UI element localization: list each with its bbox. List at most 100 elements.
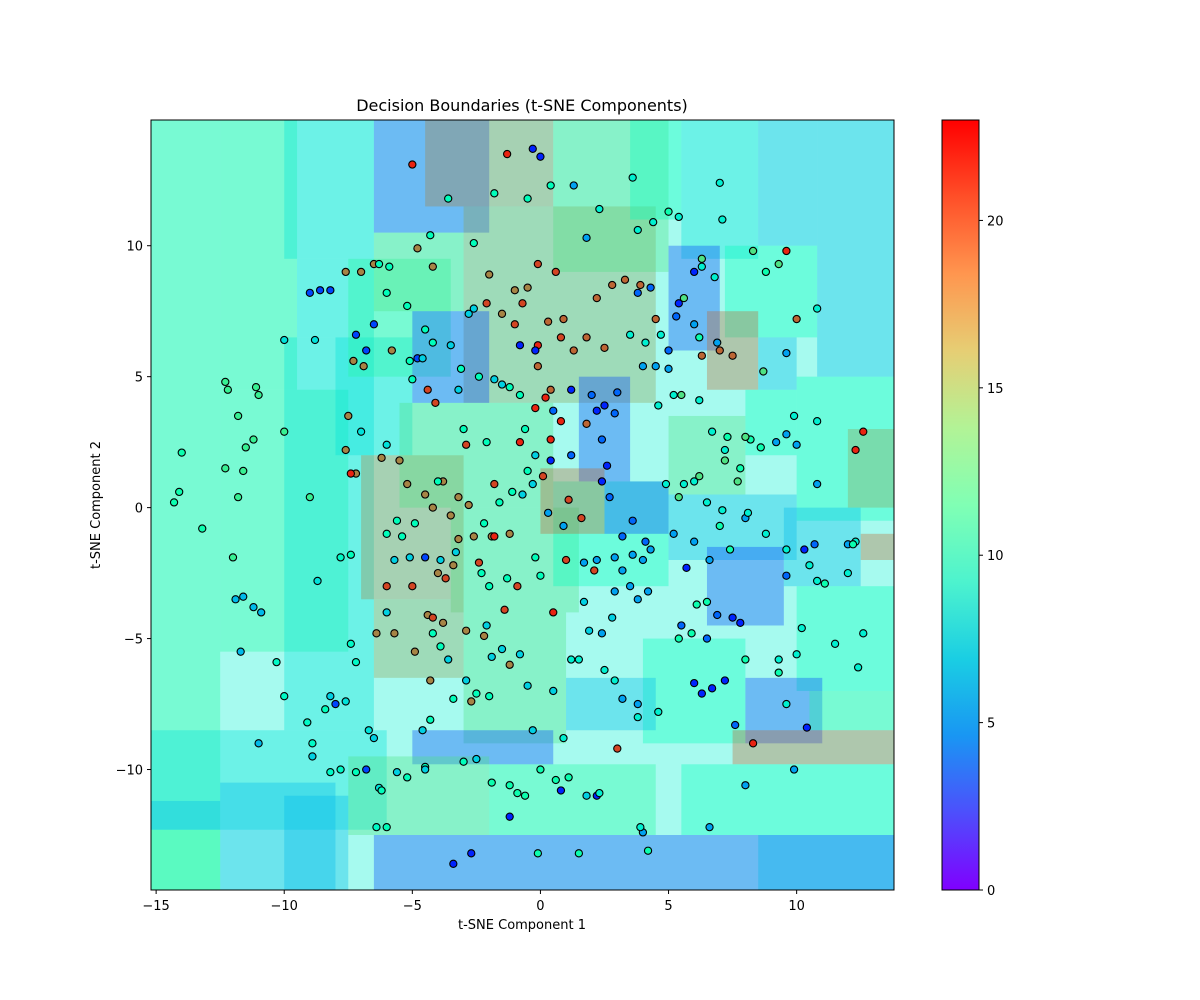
- x-tick-label: 10: [788, 899, 805, 914]
- scatter-point: [486, 271, 493, 278]
- scatter-point: [790, 412, 797, 419]
- scatter-point: [347, 640, 354, 647]
- scatter-point: [342, 446, 349, 453]
- x-tick-label: −5: [403, 899, 422, 914]
- scatter-point: [814, 418, 821, 425]
- scatter-point: [532, 452, 539, 459]
- scatter-point: [411, 520, 418, 527]
- scatter-point: [698, 255, 705, 262]
- scatter-point: [537, 153, 544, 160]
- scatter-point: [560, 315, 567, 322]
- scatter-point: [665, 347, 672, 354]
- scatter-point: [519, 300, 526, 307]
- scatter-point: [570, 347, 577, 354]
- scatter-point: [609, 614, 616, 621]
- scatter-point: [429, 263, 436, 270]
- scatter-point: [783, 700, 790, 707]
- scatter-point: [222, 378, 229, 385]
- decision-region: [284, 120, 374, 259]
- x-axis-label: t-SNE Component 1: [458, 918, 586, 933]
- scatter-point: [562, 556, 569, 563]
- scatter-point: [463, 627, 470, 634]
- scatter-point: [706, 556, 713, 563]
- scatter-point: [650, 219, 657, 226]
- scatter-point: [304, 719, 311, 726]
- scatter-point: [696, 334, 703, 341]
- decision-regions: [151, 120, 894, 890]
- scatter-point: [547, 457, 554, 464]
- scatter-point: [378, 787, 385, 794]
- scatter-point: [427, 232, 434, 239]
- scatter-point: [629, 551, 636, 558]
- scatter-point: [655, 708, 662, 715]
- scatter-point: [357, 428, 364, 435]
- scatter-point: [734, 478, 741, 485]
- plot-area: [151, 120, 894, 890]
- scatter-point: [488, 779, 495, 786]
- colorbar-ticks: 05101520: [979, 214, 1004, 899]
- scatter-point: [229, 554, 236, 561]
- scatter-point: [391, 556, 398, 563]
- scatter-point: [652, 315, 659, 322]
- scatter-point: [609, 281, 616, 288]
- scatter-point: [235, 412, 242, 419]
- scatter-point: [470, 533, 477, 540]
- scatter-point: [714, 611, 721, 618]
- scatter-point: [483, 622, 490, 629]
- scatter-point: [539, 473, 546, 480]
- colorbar-tick-label: 0: [987, 884, 995, 899]
- scatter-point: [470, 239, 477, 246]
- scatter-point: [691, 321, 698, 328]
- scatter-point: [486, 583, 493, 590]
- scatter-point: [429, 339, 436, 346]
- scatter-point: [580, 598, 587, 605]
- scatter-point: [232, 596, 239, 603]
- scatter-point: [378, 454, 385, 461]
- scatter-point: [529, 727, 536, 734]
- scatter-point: [547, 436, 554, 443]
- scatter-point: [383, 824, 390, 831]
- scatter-point: [427, 716, 434, 723]
- scatter-point: [811, 541, 818, 548]
- scatter-point: [860, 630, 867, 637]
- scatter-point: [429, 630, 436, 637]
- y-axis: −10 −5 0 5 10: [116, 240, 151, 779]
- decision-region: [284, 796, 348, 890]
- scatter-point: [521, 425, 528, 432]
- scatter-point: [757, 444, 764, 451]
- scatter-point: [570, 182, 577, 189]
- scatter-point: [598, 630, 605, 637]
- scatter-point: [675, 213, 682, 220]
- scatter-point: [506, 530, 513, 537]
- scatter-point: [775, 669, 782, 676]
- scatter-point: [393, 769, 400, 776]
- scatter-point: [849, 541, 856, 548]
- scatter-point: [783, 546, 790, 553]
- scatter-point: [721, 446, 728, 453]
- scatter-point: [680, 480, 687, 487]
- scatter-point: [327, 287, 334, 294]
- scatter-point: [224, 386, 231, 393]
- scatter-point: [473, 755, 480, 762]
- scatter-point: [732, 721, 739, 728]
- scatter-point: [455, 386, 462, 393]
- scatter-point: [783, 349, 790, 356]
- scatter-point: [383, 530, 390, 537]
- scatter-point: [721, 457, 728, 464]
- scatter-point: [803, 724, 810, 731]
- scatter-point: [673, 313, 680, 320]
- scatter-point: [491, 190, 498, 197]
- scatter-point: [514, 789, 521, 796]
- scatter-point: [647, 546, 654, 553]
- decision-region: [758, 835, 894, 890]
- scatter-point: [683, 564, 690, 571]
- scatter-point: [504, 150, 511, 157]
- scatter-point: [465, 501, 472, 508]
- scatter-point: [634, 714, 641, 721]
- scatter-point: [506, 782, 513, 789]
- scatter-point: [568, 656, 575, 663]
- scatter-point: [409, 161, 416, 168]
- decision-region: [151, 801, 220, 830]
- scatter-point: [414, 245, 421, 252]
- scatter-point: [506, 813, 513, 820]
